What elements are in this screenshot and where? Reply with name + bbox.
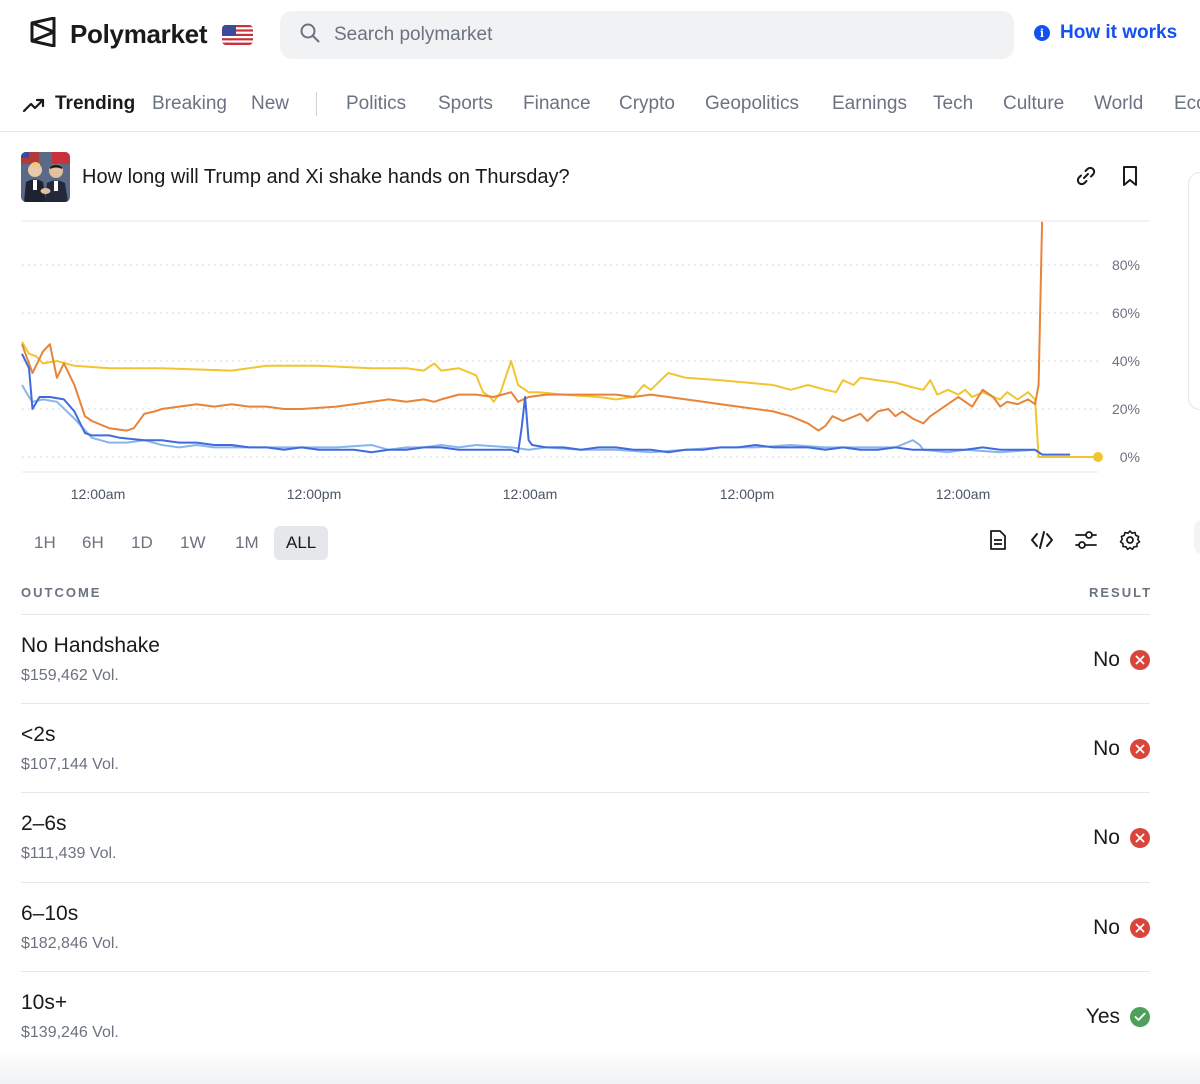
outcome-row[interactable]: <2s $107,144 Vol. No [21, 703, 1150, 792]
category-nav: Trending Breaking New Politics Sports Fi… [0, 80, 1200, 132]
result-label: No [1093, 916, 1120, 939]
x-circle-icon [1130, 650, 1150, 670]
nav-economy[interactable]: Eco [1174, 93, 1200, 114]
nav-culture[interactable]: Culture [1003, 93, 1065, 114]
brand-name: Polymarket [70, 19, 208, 49]
current-value-dot [1093, 452, 1103, 462]
nav-politics[interactable]: Politics [346, 93, 407, 114]
outcome-column-header: OUTCOME [21, 585, 102, 600]
range-6h-button[interactable]: 6H [82, 533, 104, 552]
market-title: How long will Trump and Xi shake hands o… [82, 166, 570, 188]
nav-divider [316, 92, 317, 116]
range-1w-button[interactable]: 1W [180, 533, 206, 552]
code-icon [1030, 530, 1054, 555]
link-icon [1075, 165, 1097, 192]
search-icon [300, 23, 320, 48]
x-tick-label: 12:00pm [720, 486, 774, 502]
range-all-button[interactable]: ALL [274, 526, 329, 560]
series-line[interactable] [21, 353, 1071, 456]
check-circle-icon [1130, 1007, 1150, 1027]
how-it-works-label: How it works [1060, 22, 1178, 43]
outcome-name: 2–6s [21, 812, 67, 835]
result-label: No [1093, 826, 1120, 849]
x-tick-label: 12:00am [71, 486, 125, 502]
result-label: No [1093, 737, 1120, 760]
outcome-row[interactable]: 10s+ $139,246 Vol. Yes [21, 971, 1150, 1060]
series-line[interactable] [21, 221, 1044, 432]
nav-breaking[interactable]: Breaking [152, 93, 227, 114]
outcome-row[interactable]: 2–6s $111,439 Vol. No [21, 792, 1150, 881]
search-bar[interactable] [280, 11, 1014, 59]
result-label: Yes [1085, 1005, 1120, 1028]
sliders-icon [1074, 530, 1098, 555]
outcome-row[interactable]: 6–10s $182,846 Vol. No [21, 882, 1150, 971]
nav-finance[interactable]: Finance [523, 93, 591, 114]
x-circle-icon [1130, 918, 1150, 938]
x-circle-icon [1130, 739, 1150, 759]
series-line[interactable] [21, 384, 1043, 456]
outcome-name: 6–10s [21, 902, 79, 925]
outcome-result: No [1093, 648, 1150, 672]
nav-world[interactable]: World [1094, 93, 1144, 114]
bookmark-icon [1121, 165, 1139, 192]
price-history-chart[interactable]: 80% 60% 40% 20% 0% 12:00am 12:00pm 12:00am 12:00… [0, 215, 1160, 515]
outcome-row[interactable]: No Handshake $159,462 Vol. No [21, 614, 1150, 703]
how-it-works-link[interactable]: i How it works [1034, 22, 1177, 44]
embed-button[interactable] [1028, 528, 1056, 556]
y-tick-label: 80% [1112, 257, 1140, 273]
y-tick-label: 40% [1112, 353, 1140, 369]
range-1m-button[interactable]: 1M [235, 533, 259, 552]
x-tick-label: 12:00am [503, 486, 557, 502]
outcome-result: No [1093, 737, 1150, 761]
range-1d-button[interactable]: 1D [131, 533, 153, 552]
x-tick-label: 12:00pm [287, 486, 341, 502]
series-line[interactable] [21, 341, 1098, 458]
y-tick-label: 60% [1112, 305, 1140, 321]
nav-geopolitics[interactable]: Geopolitics [705, 93, 799, 114]
brand-logo[interactable]: Polymarket [28, 16, 208, 52]
rules-button[interactable] [984, 528, 1012, 556]
trade-panel-edge [1188, 172, 1200, 410]
market-thumbnail [21, 152, 70, 202]
nav-earnings[interactable]: Earnings [832, 93, 907, 114]
nav-crypto[interactable]: Crypto [619, 93, 675, 114]
outcome-result: Yes [1086, 1005, 1150, 1029]
y-tick-label: 20% [1112, 401, 1140, 417]
search-input[interactable] [334, 24, 934, 46]
range-1h-button[interactable]: 1H [34, 533, 56, 552]
outcome-volume: $111,439 Vol. [21, 845, 117, 862]
polymarket-logo-icon [28, 16, 58, 52]
info-icon: i [1034, 25, 1050, 41]
chart-filters-button[interactable] [1072, 528, 1100, 556]
trending-icon [22, 95, 46, 120]
chart-settings-button[interactable] [1116, 528, 1144, 556]
x-tick-label: 12:00am [936, 486, 990, 502]
outcome-name: 10s+ [21, 991, 68, 1014]
side-panel-tab[interactable] [1194, 520, 1200, 554]
outcome-volume: $139,246 Vol. [21, 1024, 119, 1041]
outcome-volume: $107,144 Vol. [21, 756, 119, 773]
result-label: No [1093, 648, 1120, 671]
outcome-volume: $182,846 Vol. [21, 935, 119, 952]
page-bottom-fade [0, 1050, 1200, 1084]
copy-link-button[interactable] [1071, 163, 1101, 193]
x-circle-icon [1130, 828, 1150, 848]
nav-new[interactable]: New [251, 93, 290, 114]
nav-sports[interactable]: Sports [438, 93, 493, 114]
bookmark-button[interactable] [1115, 163, 1145, 193]
outcome-name: No Handshake [21, 634, 160, 657]
nav-trending[interactable]: Trending [55, 93, 136, 114]
outcome-result: No [1093, 916, 1150, 940]
nav-tech[interactable]: Tech [933, 93, 974, 114]
outcome-name: <2s [21, 723, 56, 746]
us-flag-icon[interactable] [222, 25, 253, 45]
result-column-header: RESULT [1089, 585, 1153, 600]
document-icon [988, 529, 1008, 556]
gear-icon [1119, 529, 1141, 556]
outcome-result: No [1093, 826, 1150, 850]
top-header: Polymarket i How it works [0, 0, 1200, 72]
outcome-volume: $159,462 Vol. [21, 667, 119, 684]
y-tick-label: 0% [1120, 449, 1140, 465]
